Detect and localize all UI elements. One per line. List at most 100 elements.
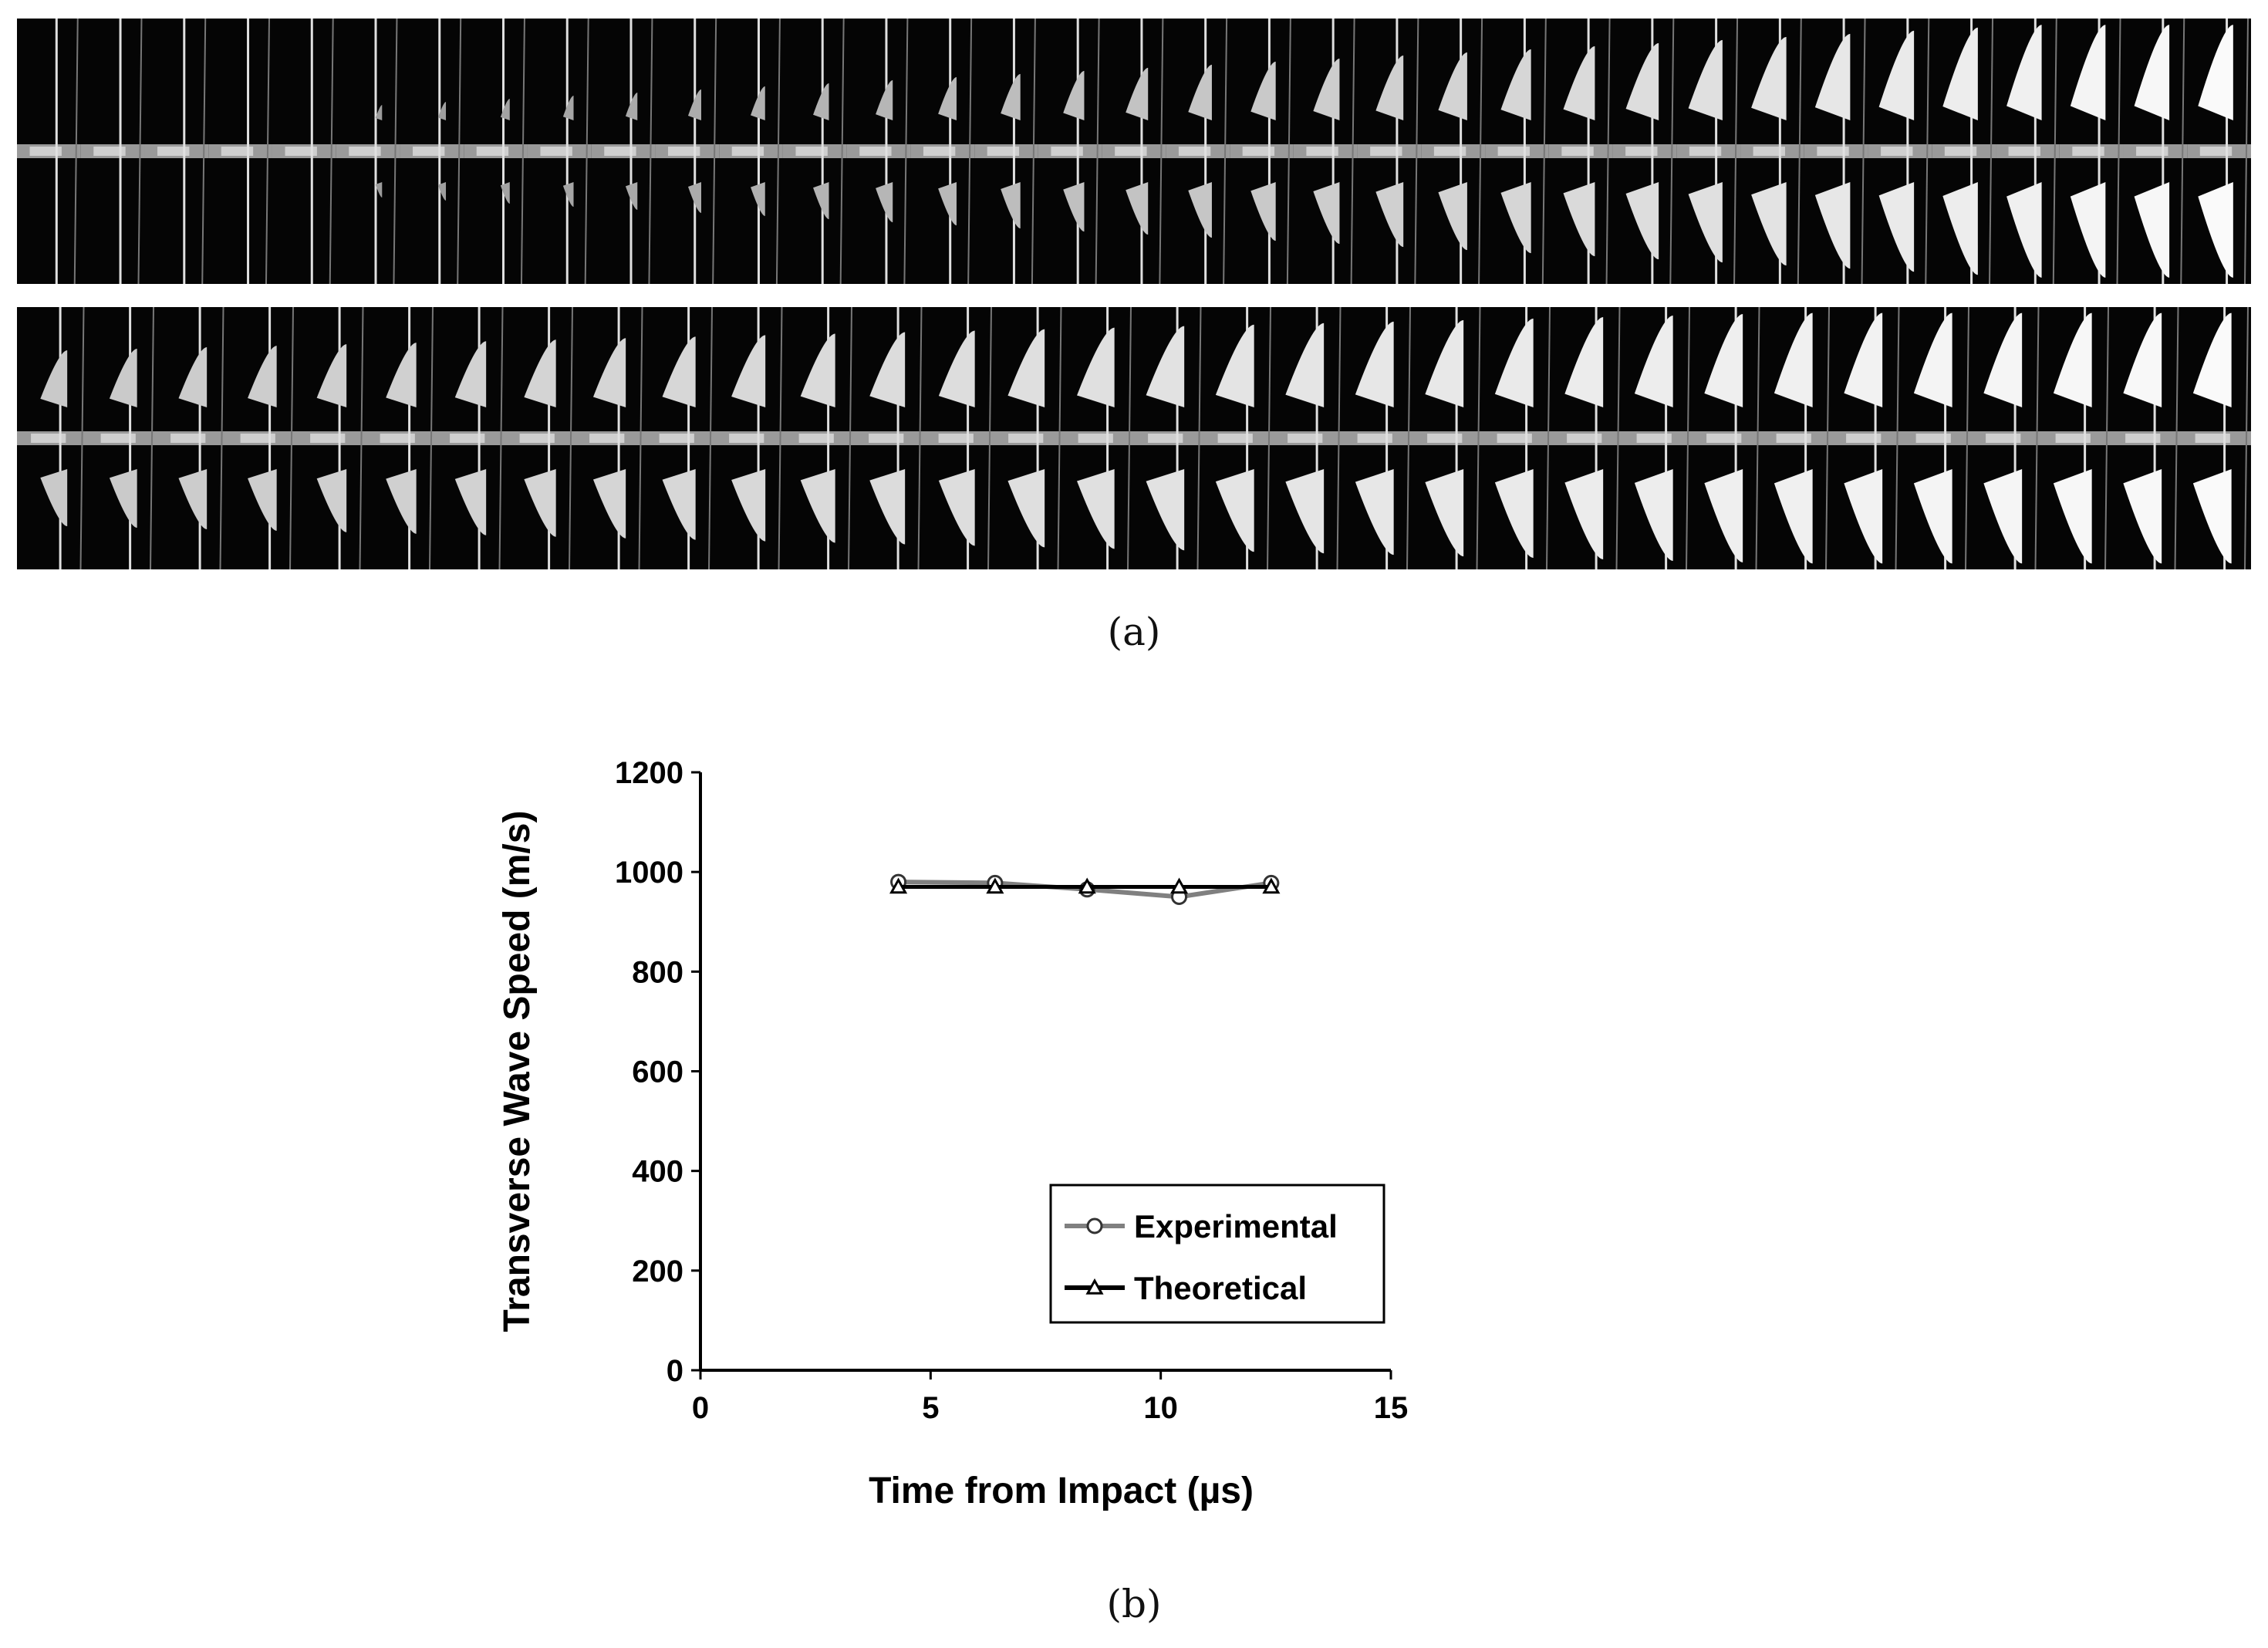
y-tick-label: 600 (632, 1055, 683, 1089)
y-tick-label: 400 (632, 1155, 683, 1189)
strip-frame (1166, 19, 1230, 284)
strip-frame (785, 307, 855, 569)
strip-frame (1421, 19, 1486, 284)
strip-frame (1038, 19, 1102, 284)
strip-frame (1230, 19, 1294, 284)
legend-label-experimental: Experimental (1134, 1208, 1338, 1244)
strip-frame (2181, 307, 2251, 569)
strip-frame (366, 307, 436, 569)
data-point (986, 877, 1004, 894)
strip-frame (846, 19, 911, 284)
strip-frame (645, 307, 715, 569)
panel-a-caption: (a) (1107, 610, 1161, 654)
legend-box (1049, 1184, 1385, 1324)
strip-frame (1832, 307, 1902, 569)
x-tick-label: 5 (922, 1391, 939, 1425)
strip-frame (80, 19, 145, 284)
y-tick-label: 1000 (615, 856, 683, 890)
strip-frame (1762, 307, 1832, 569)
strip-frame (1274, 307, 1344, 569)
y-tick-label: 0 (667, 1354, 683, 1388)
strip-frame (575, 307, 646, 569)
strip-frame (1485, 19, 1549, 284)
strip-frame (2111, 307, 2182, 569)
strip-frame (719, 19, 783, 284)
strip-frame (86, 307, 157, 569)
x-tick-label: 0 (692, 1391, 709, 1425)
y-tick-label: 1200 (615, 756, 683, 790)
legend-label-theoretical: Theoretical (1134, 1270, 1307, 1306)
strip-frame (1553, 307, 1623, 569)
strip-frame (782, 19, 847, 284)
chart-ticks: 0 200 400 600 800 1000 1200 0 5 10 15 (615, 756, 1408, 1425)
strip-frame (208, 19, 272, 284)
strip-frame (974, 19, 1038, 284)
strip-frame (2041, 307, 2111, 569)
strip-frame (505, 307, 575, 569)
strip-frame (226, 307, 296, 569)
y-tick-label: 800 (632, 955, 683, 989)
strip-frame (1203, 307, 1274, 569)
y-axis-title: Transverse Wave Speed (m/s) (497, 811, 538, 1332)
x-tick-label: 15 (1374, 1391, 1409, 1425)
strip-frame (855, 307, 925, 569)
strip-frame (2187, 19, 2251, 284)
data-point (1078, 877, 1096, 894)
strip-frame (464, 19, 528, 284)
wave-speed-chart: 0 200 400 600 800 1000 1200 0 5 10 15 Time from Im… (497, 756, 1408, 1511)
strip-frame (994, 307, 1065, 569)
high-speed-image-strip-bottom (17, 307, 2251, 569)
legend-marker-theoretical (1085, 1278, 1104, 1295)
strip-frame (1612, 19, 1677, 284)
strip-frame (1102, 19, 1166, 284)
strip-frame (1622, 307, 1693, 569)
strip-frame (1804, 19, 1868, 284)
y-tick-label: 200 (632, 1255, 683, 1288)
data-point (889, 877, 908, 894)
strip-frame (1343, 307, 1413, 569)
series-theoretical (889, 877, 1281, 894)
strip-frame (1676, 19, 1741, 284)
strip-frame (1413, 307, 1483, 569)
strip-frame (1693, 307, 1763, 569)
x-tick-label: 10 (1143, 1391, 1178, 1425)
strip-frame (436, 307, 506, 569)
panel-b-caption: (b) (1106, 1582, 1162, 1626)
strip-frame (1932, 19, 1996, 284)
strip-frame (2059, 19, 2124, 284)
strip-frame (1902, 307, 1972, 569)
x-axis-title: Time from Impact (µs) (869, 1471, 1254, 1511)
chart-series (889, 873, 1281, 905)
strip-frame (296, 307, 366, 569)
high-speed-image-strip-top (17, 19, 2251, 284)
strip-frame (17, 307, 87, 569)
strip-frame (272, 19, 336, 284)
strip-frame (1064, 307, 1134, 569)
legend-marker-experimental (1086, 1217, 1103, 1234)
strip-frame (1868, 19, 1932, 284)
strip-frame (527, 19, 592, 284)
strip-frame (157, 307, 227, 569)
chart-legend: Experimental Theoretical (1049, 1184, 1385, 1324)
strip-frame (17, 19, 81, 284)
strip-frames (17, 19, 2251, 284)
strip-frame (1740, 19, 1804, 284)
strip-frame (591, 19, 656, 284)
strip-frame (1483, 307, 1553, 569)
strip-frame (655, 19, 720, 284)
strip-frame (715, 307, 785, 569)
strip-frame (1996, 19, 2060, 284)
data-point (1169, 877, 1189, 894)
strip-frame (336, 19, 400, 284)
strip-frame (400, 19, 464, 284)
strip-frame (1357, 19, 1422, 284)
strip-frame (924, 307, 994, 569)
strip-frame (1972, 307, 2042, 569)
strip-frame (1293, 19, 1358, 284)
strip-frame (2123, 19, 2188, 284)
strip-frames (17, 307, 2251, 569)
strip-frame (1548, 19, 1613, 284)
strip-frame (144, 19, 209, 284)
strip-frame (910, 19, 975, 284)
data-point (1262, 877, 1281, 894)
